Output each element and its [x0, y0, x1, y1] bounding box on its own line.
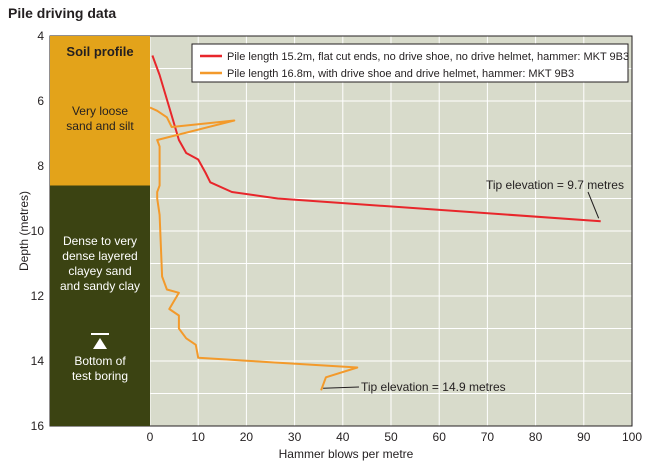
x-tick-label: 40	[336, 430, 350, 444]
y-tick-label: 4	[37, 29, 44, 43]
y-tick-label: 10	[31, 224, 45, 238]
annotation-leader	[323, 386, 360, 389]
soil-layer-label: sand and silt	[66, 119, 134, 133]
chart-title: Pile driving data	[8, 5, 117, 21]
y-tick-label: 14	[31, 354, 45, 368]
soil-profile-header: Soil profile	[66, 44, 133, 59]
soil-layer-label: and sandy clay	[60, 279, 140, 293]
y-axis-label: Depth (metres)	[17, 191, 31, 271]
y-tick-label: 6	[37, 94, 44, 108]
x-tick-label: 0	[147, 430, 154, 444]
legend-box	[191, 43, 629, 83]
soil-layer-label: clayey sand	[68, 264, 131, 278]
x-axis-label: Hammer blows per metre	[279, 447, 414, 461]
series-line-1	[151, 55, 601, 223]
y-tick-label: 8	[37, 159, 44, 173]
soil-layer	[50, 185, 150, 426]
tick-labels: 0 10 20 30 40 50 60 70 80 90 100 4 6 8 10 12 14 16	[31, 29, 643, 444]
soil-layer-label: Dense to very	[63, 234, 137, 248]
soil-layer-label: dense layered	[62, 249, 137, 263]
x-tick-label: 100	[622, 430, 642, 444]
annotation-tip-1: Tip elevation = 9.7 metres	[486, 178, 624, 192]
x-tick-label: 80	[529, 430, 543, 444]
x-tick-label: 50	[384, 430, 398, 444]
series-line-2	[149, 106, 359, 391]
annotation-tip-2: Tip elevation = 14.9 metres	[361, 380, 506, 394]
y-tick-label: 16	[31, 419, 45, 433]
x-tick-label: 10	[192, 430, 206, 444]
soil-layer	[50, 36, 150, 186]
legend-label: Pile length 16.8m, with drive shoe and d…	[227, 68, 574, 80]
x-tick-label: 70	[481, 430, 495, 444]
x-tick-label: 30	[288, 430, 302, 444]
annotations: Tip elevation = 9.7 metres Tip elevation …	[323, 178, 624, 394]
series-group	[149, 55, 601, 391]
boring-marker-icon	[93, 338, 107, 349]
boring-label: Bottom of	[74, 354, 126, 368]
annotation-leader	[587, 191, 600, 219]
soil-layer-label: Very loose	[72, 104, 128, 118]
x-tick-label: 60	[433, 430, 447, 444]
legend: Pile length 15.2m, flat cut ends, no dri…	[191, 43, 629, 83]
legend-label: Pile length 15.2m, flat cut ends, no dri…	[227, 51, 629, 63]
x-tick-label: 90	[577, 430, 591, 444]
x-tick-label: 20	[240, 430, 254, 444]
y-tick-label: 12	[31, 289, 45, 303]
boring-label: test boring	[72, 369, 128, 383]
